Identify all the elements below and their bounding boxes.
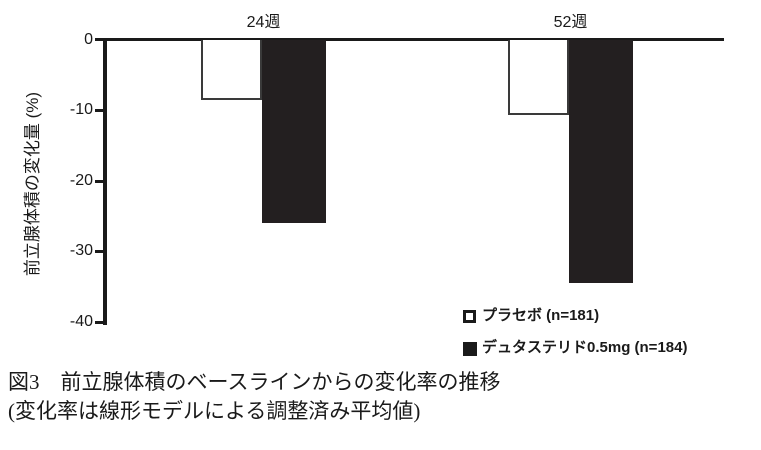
bar-placebo-52weeks [508, 40, 569, 115]
placebo-swatch-icon [463, 310, 476, 323]
y-axis-title: 前立腺体積の変化量 (%) [23, 91, 42, 277]
y-tick [95, 180, 104, 183]
y-tick-label: 0 [84, 31, 93, 48]
y-tick-label: -40 [69, 313, 93, 330]
figure-caption-line2: (変化率は線形モデルによる調整済み平均値) [8, 399, 421, 423]
y-tick [95, 321, 104, 324]
bar-dutasteride-24weeks [262, 40, 326, 223]
bar-dutasteride-52weeks [569, 40, 633, 283]
y-tick-label: -20 [69, 172, 93, 189]
legend-label-placebo: プラセボ (n=181) [482, 307, 600, 324]
x-axis-zero-line [103, 38, 724, 41]
y-tick-label: -30 [69, 242, 93, 259]
category-label-52weeks: 52週 [553, 14, 588, 31]
y-tick [95, 250, 104, 253]
y-axis-line [103, 38, 107, 325]
figure-caption: 図3 前立腺体積のベースラインからの変化率の推移 (変化率は線形モデルによる調整… [8, 368, 753, 426]
y-tick-label: -10 [69, 101, 93, 118]
figure-caption-line1: 図3 前立腺体積のベースラインからの変化率の推移 [8, 370, 501, 394]
legend-label-dutasteride: デュタステリド0.5mg (n=184) [482, 339, 688, 356]
category-label-24weeks: 24週 [246, 14, 281, 31]
y-tick [95, 109, 104, 112]
y-tick [95, 38, 104, 41]
bar-placebo-24weeks [201, 40, 262, 100]
dutasteride-swatch-icon [463, 342, 477, 356]
